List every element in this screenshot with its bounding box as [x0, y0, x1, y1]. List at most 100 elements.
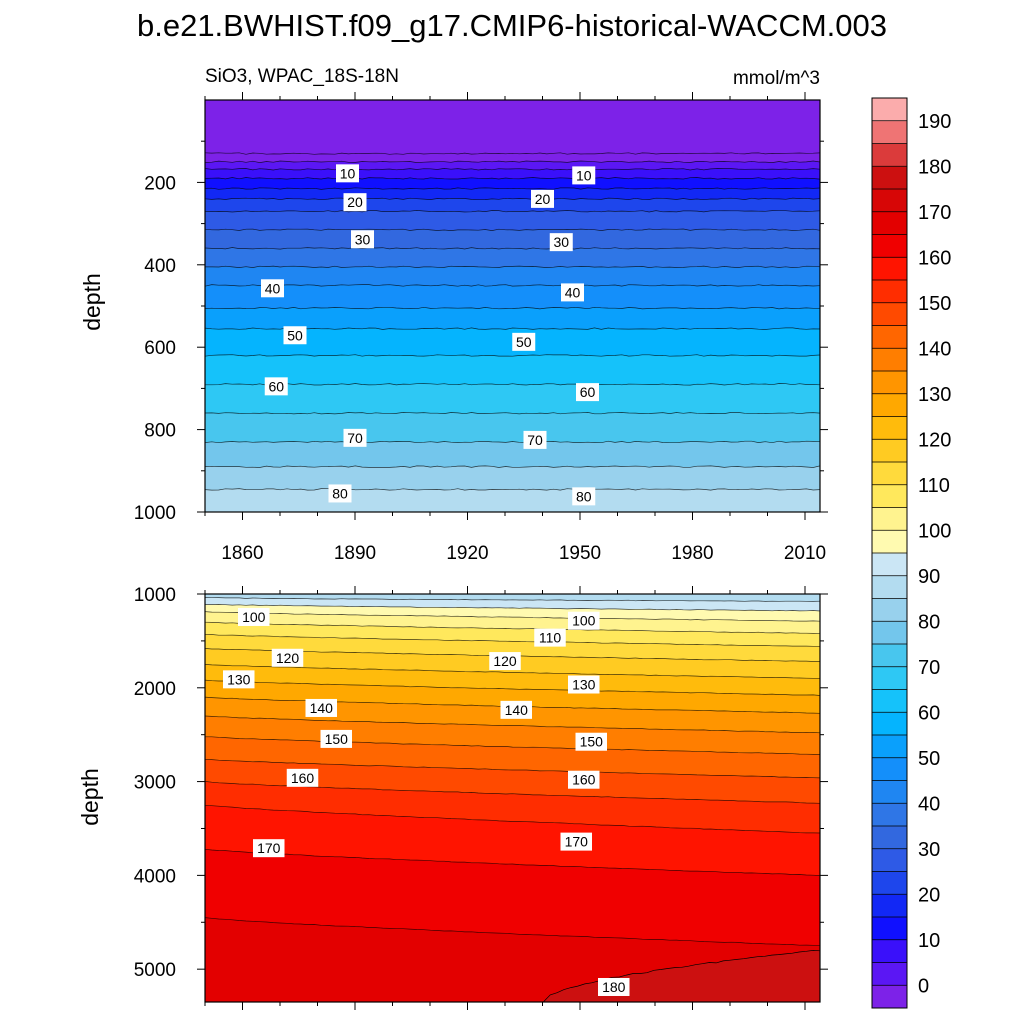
- contour-label-text: 100: [242, 609, 266, 625]
- contour-label-text: 60: [268, 378, 284, 394]
- contour-label: 110: [534, 628, 566, 647]
- y-tick-label: 200: [144, 173, 176, 194]
- contour-label: 20: [343, 193, 367, 212]
- contour-label-text: 10: [340, 165, 356, 181]
- contour-line: [205, 758, 820, 779]
- x-tick-label: 1980: [671, 543, 713, 564]
- contour-label-text: 120: [493, 653, 517, 669]
- contour-line: [205, 187, 820, 190]
- contour-label-box: [351, 230, 374, 249]
- contour-label: 30: [351, 230, 374, 249]
- contour-label-text: 60: [580, 384, 596, 400]
- y-tick-label: 400: [144, 256, 176, 277]
- colorbar-swatch: [872, 871, 907, 895]
- contour-label-text: 180: [602, 979, 626, 995]
- contour-label-text: 140: [310, 700, 334, 716]
- contour-fills: [205, 594, 820, 1002]
- colorbar-swatch: [872, 189, 907, 213]
- colorbar-swatch: [872, 712, 907, 736]
- contour-label-text: 80: [576, 488, 592, 504]
- contour-label-box: [523, 430, 547, 449]
- colorbar-swatch: [872, 98, 907, 122]
- x-tick-label: 1950: [559, 543, 601, 564]
- contour-label-text: 170: [257, 840, 281, 856]
- colorbar-swatch: [872, 462, 907, 486]
- contour-label-text: 170: [565, 834, 589, 850]
- colorbar-swatch: [872, 211, 907, 235]
- colorbar-tick-label: 70: [918, 657, 940, 679]
- contour-label-text: 20: [347, 194, 363, 210]
- contour-label: 60: [264, 377, 288, 396]
- contour-label-box: [264, 377, 288, 396]
- colorbar-swatch: [872, 644, 907, 668]
- colorbar-tick-label: 150: [918, 293, 951, 315]
- colorbar-swatch: [872, 166, 907, 190]
- contour-label-box: [320, 729, 352, 748]
- contour-label-text: 20: [535, 191, 551, 207]
- contour-label: 80: [572, 487, 596, 506]
- contour-label-text: 30: [553, 234, 569, 250]
- contour-line: [205, 265, 820, 268]
- contour-line: [205, 804, 820, 834]
- colorbar-tick-label: 190: [918, 111, 951, 133]
- contour-line: [205, 210, 820, 213]
- colorbar-swatch: [872, 371, 907, 395]
- contour-label-box: [253, 839, 285, 858]
- contour-label: 150: [320, 729, 352, 748]
- colorbar-swatch: [872, 484, 907, 508]
- contour-label-text: 50: [516, 334, 532, 350]
- colorbar-tick-label: 60: [918, 702, 940, 724]
- y-tick-label: 1000: [134, 503, 176, 524]
- contour-line: [205, 465, 820, 468]
- x-tick-label: 1860: [221, 543, 263, 564]
- contour-label: 80: [328, 484, 352, 503]
- contour-label-text: 40: [265, 280, 281, 296]
- contour-label: 70: [343, 428, 367, 447]
- contour-label-text: 160: [291, 770, 315, 786]
- contour-line: [205, 168, 820, 171]
- contour-line: [205, 383, 820, 386]
- contour-label-box: [576, 383, 599, 402]
- x-tick-label: 1920: [446, 543, 488, 564]
- contour-label-box: [238, 607, 270, 626]
- colorbar-swatch: [872, 757, 907, 781]
- upper-y-axis-label: depth: [79, 273, 105, 331]
- contour-line: [205, 306, 820, 310]
- colorbar-swatch: [872, 302, 907, 326]
- contour-label: 150: [575, 732, 607, 751]
- contour-label-box: [500, 700, 532, 719]
- contour-line: [205, 327, 820, 330]
- contour-label-box: [343, 428, 367, 447]
- colorbar-swatch: [872, 780, 907, 804]
- colorbar-swatch: [872, 917, 907, 941]
- colorbar-swatch: [872, 894, 907, 918]
- contour-label: 170: [253, 839, 285, 858]
- contour-label: 100: [238, 607, 270, 626]
- colorbar-swatch: [872, 416, 907, 440]
- colorbar-tick-label: 90: [918, 566, 940, 588]
- contour-line: [205, 247, 820, 250]
- contour-label-box: [531, 189, 554, 208]
- contour-label: 120: [271, 648, 304, 667]
- colorbar-swatch: [872, 348, 907, 372]
- contour-line: [205, 160, 820, 163]
- contour-label-text: 40: [565, 284, 581, 300]
- colorbar-tick-label: 180: [918, 156, 951, 178]
- colorbar-swatch: [872, 803, 907, 827]
- contour-label-text: 130: [572, 677, 596, 693]
- contour-line: [205, 664, 820, 679]
- contour-label-box: [343, 193, 367, 212]
- contour-label: 10: [336, 164, 359, 183]
- contour-label: 140: [305, 698, 337, 717]
- contour-line: [205, 611, 820, 622]
- contour-label-box: [568, 770, 600, 789]
- contour-label-text: 100: [572, 613, 596, 629]
- colorbar-tick-label: 140: [918, 338, 951, 360]
- colorbar-swatch: [872, 939, 907, 963]
- contour-label-box: [261, 279, 284, 298]
- contour-label-text: 130: [227, 671, 251, 687]
- contour-label-box: [271, 648, 304, 667]
- contour-label-text: 70: [527, 432, 543, 448]
- plot-frame: [204, 593, 821, 1003]
